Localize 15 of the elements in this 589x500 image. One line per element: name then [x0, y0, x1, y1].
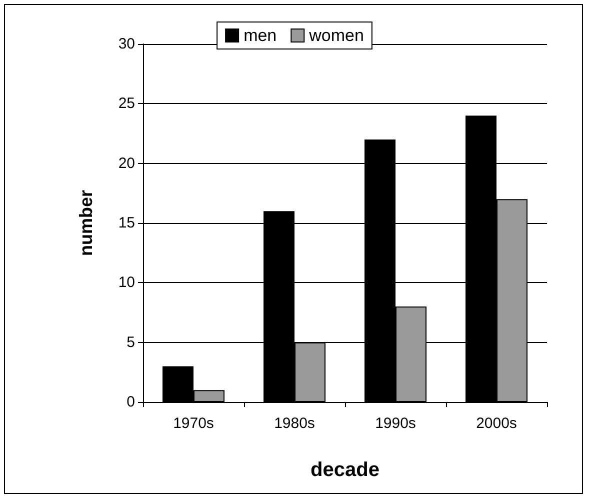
legend-label: men [244, 26, 277, 45]
legend-label: women [308, 26, 364, 45]
y-tick-label: 0 [126, 394, 135, 410]
y-tick-label: 10 [118, 274, 135, 292]
y-tick-label: 30 [118, 36, 135, 52]
y-axis-title: number [76, 190, 96, 256]
y-tick-label: 15 [118, 214, 135, 232]
x-tick-label: 2000s [476, 415, 517, 432]
x-tick-label: 1970s [173, 415, 214, 432]
x-tick-label: 1990s [375, 415, 416, 432]
y-tick-label: 5 [126, 334, 135, 351]
x-tick-label: 1980s [274, 415, 315, 432]
y-tick-label: 20 [118, 154, 135, 172]
x-axis-title: decade [310, 459, 380, 481]
y-tick-label: 25 [118, 95, 135, 112]
